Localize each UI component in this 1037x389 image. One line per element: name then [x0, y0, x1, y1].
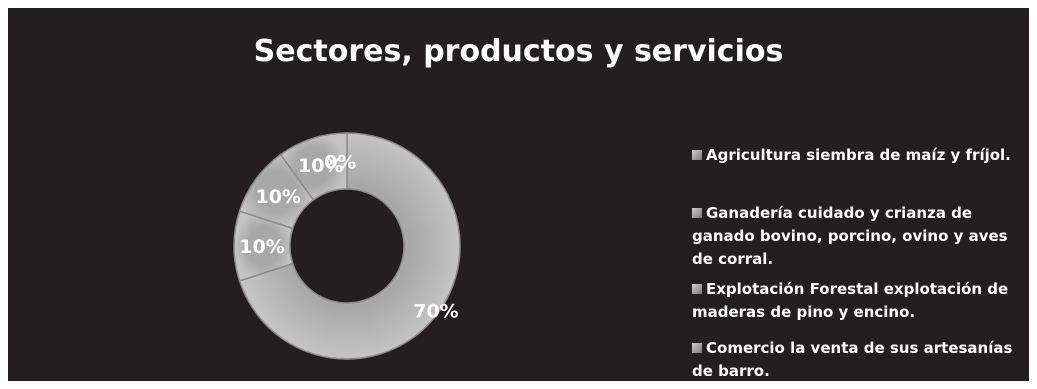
- legend-item-agricultura: Agricultura siembra de maíz y fríjol.: [692, 144, 1027, 167]
- donut-chart: 70%10%10%10%0%: [233, 132, 461, 360]
- legend-swatch: [692, 343, 702, 353]
- legend-label: Agricultura siembra de maíz y fríjol.: [706, 146, 1011, 164]
- data-label: 10%: [298, 155, 343, 177]
- legend-swatch: [692, 150, 702, 160]
- slice-agricultura: [238, 132, 461, 360]
- legend-label: Ganadería cuidado y crianza de ganado bo…: [692, 204, 1008, 268]
- data-label: 10%: [255, 186, 300, 208]
- legend-swatch: [692, 208, 702, 218]
- legend-item-comercio: Comercio la venta de sus artesanías de b…: [692, 337, 1027, 383]
- legend-item-forestal: Explotación Forestal explotación de made…: [692, 278, 1027, 324]
- data-label-zero: 0%: [324, 151, 356, 173]
- legend-swatch: [692, 284, 702, 294]
- chart-title: Sectores, productos y servicios: [253, 34, 784, 69]
- legend-item-ganaderia: Ganadería cuidado y crianza de ganado bo…: [692, 202, 1027, 271]
- data-label: 70%: [413, 301, 458, 323]
- data-label: 10%: [239, 236, 284, 258]
- slice-comercio: [279, 132, 348, 201]
- chart-area: Sectores, productos y servicios 70% 10% 10…: [8, 8, 1029, 381]
- legend-label: Comercio la venta de sus artesanías de b…: [692, 339, 1013, 380]
- legend-label: Explotación Forestal explotación de made…: [692, 280, 1009, 321]
